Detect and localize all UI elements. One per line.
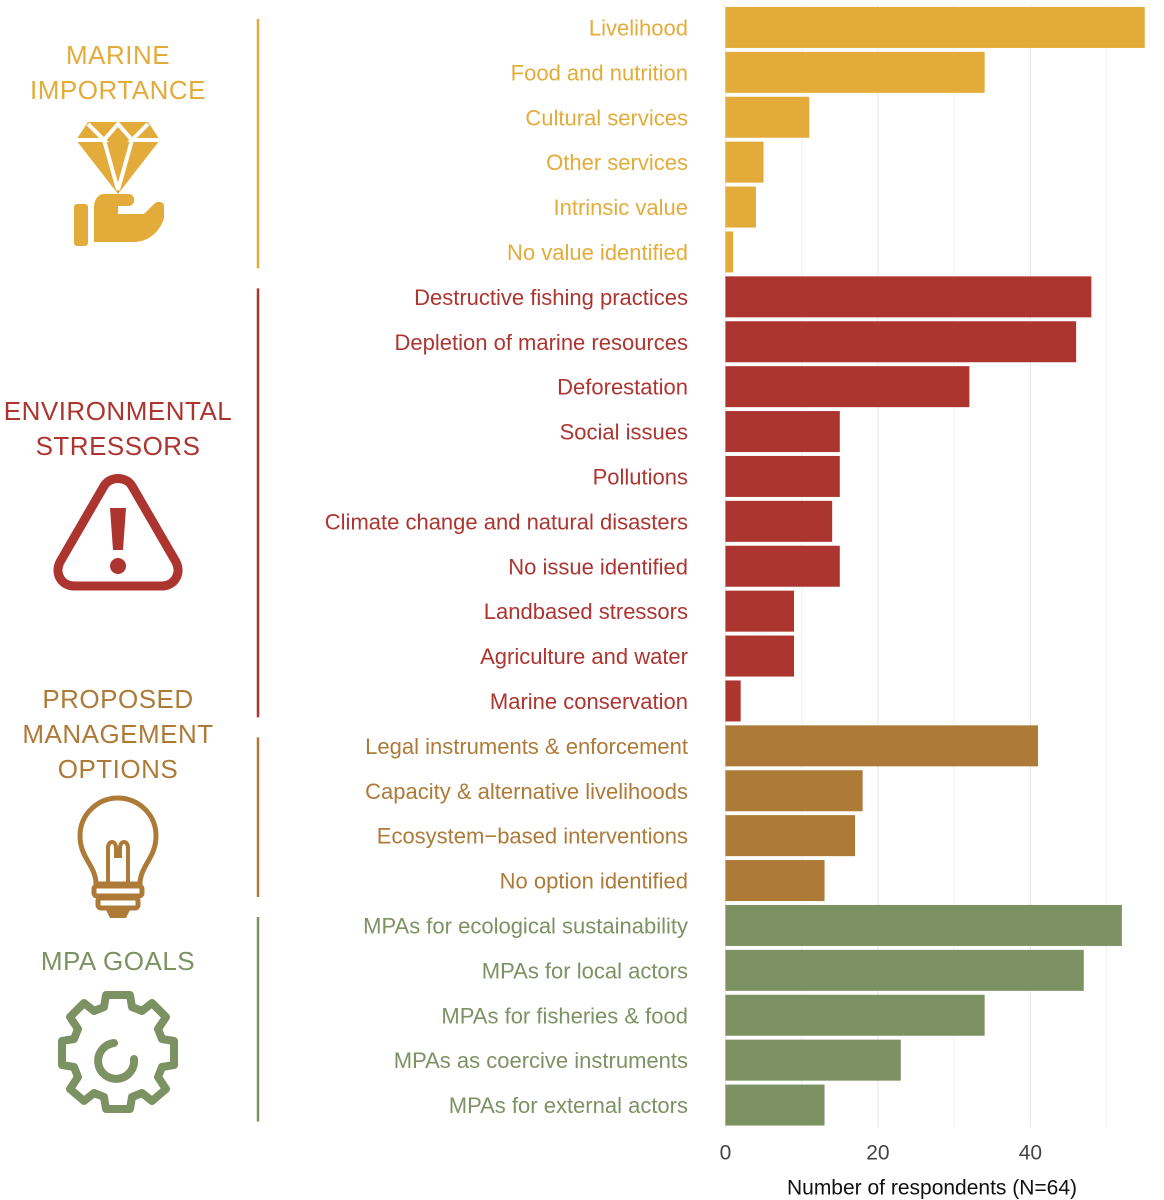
bar — [725, 680, 741, 722]
warning-triangle-icon — [53, 474, 183, 591]
x-tick-label: 20 — [866, 1142, 889, 1165]
category-label: Capacity & alternative livelihoods — [365, 779, 688, 804]
category-label: Cultural services — [525, 105, 688, 130]
category-label: No issue identified — [508, 554, 688, 579]
category-label: Livelihood — [589, 15, 688, 40]
bar — [725, 994, 985, 1036]
x-tick-label: 0 — [720, 1142, 732, 1165]
category-label: MPAs for fisheries & food — [441, 1003, 688, 1028]
group-title: MANAGEMENT — [22, 719, 213, 749]
lightbulb-icon — [77, 795, 159, 918]
category-label: MPAs for local actors — [482, 958, 688, 983]
bar — [725, 635, 795, 677]
bar — [725, 860, 825, 902]
category-label: Legal instruments & enforcement — [365, 734, 688, 759]
category-label: Ecosystem−based interventions — [377, 824, 688, 849]
bar — [725, 500, 833, 542]
bar — [725, 366, 970, 408]
category-label: MPAs for external actors — [449, 1093, 688, 1118]
group-title: OPTIONS — [58, 754, 179, 784]
group-title: ENVIRONMENTAL — [4, 396, 233, 426]
bar — [725, 96, 810, 138]
diamond-in-hand-icon — [74, 120, 164, 246]
bar — [725, 815, 856, 857]
group-title: PROPOSED — [42, 684, 193, 714]
bar — [725, 1084, 825, 1126]
category-label: No option identified — [500, 869, 688, 894]
category-label: Depletion of marine resources — [395, 330, 688, 355]
category-label: Destructive fishing practices — [414, 285, 688, 310]
gear-icon — [58, 991, 178, 1113]
group-title: STRESSORS — [36, 431, 201, 461]
category-label: Landbased stressors — [484, 599, 688, 624]
bar — [725, 590, 795, 632]
x-axis-title: Number of respondents (N=64) — [787, 1177, 1077, 1200]
bar — [725, 321, 1077, 363]
bar — [725, 6, 1145, 48]
category-label: MPAs for ecological sustainability — [363, 913, 688, 938]
category-label: Pollutions — [593, 464, 688, 489]
category-labels: Livelihood Food and nutrition Cultural ser… — [325, 15, 688, 1118]
category-label: Food and nutrition — [511, 60, 688, 85]
bar — [725, 949, 1084, 991]
bar — [725, 1039, 901, 1081]
bar — [725, 411, 840, 453]
category-label: Climate change and natural disasters — [325, 509, 688, 534]
bar — [725, 51, 985, 93]
group-title: MPA GOALS — [41, 946, 195, 976]
category-label: Other services — [546, 150, 688, 175]
bar — [725, 545, 840, 587]
category-label: Deforestation — [557, 375, 688, 400]
x-tick-label: 40 — [1019, 1142, 1042, 1165]
bar — [725, 231, 734, 273]
bar — [725, 186, 756, 228]
bar — [725, 904, 1122, 946]
bar — [725, 725, 1039, 767]
bar — [725, 455, 840, 497]
category-label: Agriculture and water — [480, 644, 688, 669]
category-label: Intrinsic value — [553, 195, 688, 220]
category-label: Social issues — [560, 420, 688, 445]
category-label: Marine conservation — [490, 689, 688, 714]
group-title: IMPORTANCE — [30, 75, 206, 105]
bars — [725, 6, 1145, 1126]
category-label: MPAs as coercive instruments — [394, 1048, 688, 1073]
bar — [725, 770, 863, 812]
bar — [725, 276, 1092, 318]
group-title: MARINE — [66, 40, 170, 70]
category-label: No value identified — [507, 240, 688, 265]
bar — [725, 141, 764, 183]
x-axis: 0 20 40 Number of respondents (N=64) — [720, 1142, 1077, 1200]
